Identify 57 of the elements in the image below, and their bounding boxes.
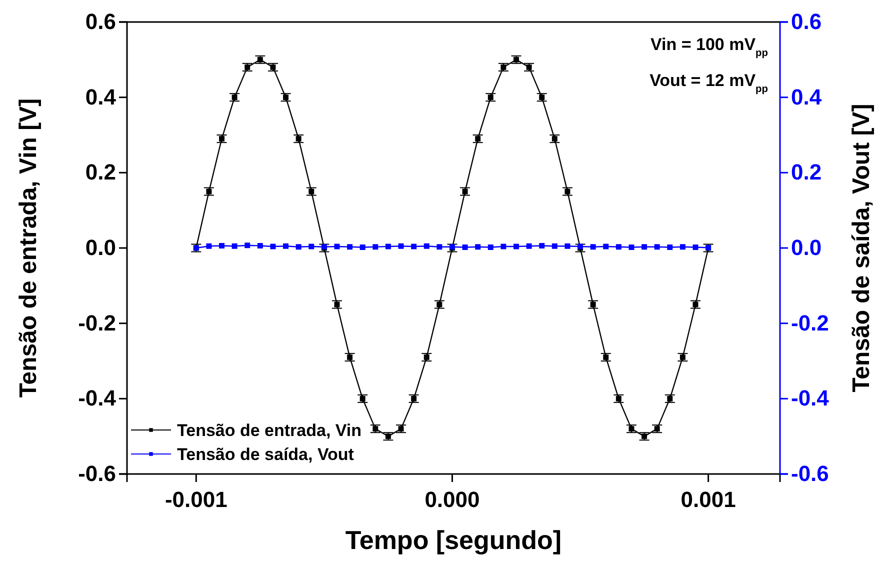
point [539,94,545,100]
point [270,64,276,70]
point [488,94,494,100]
point [232,94,238,100]
point [475,136,481,142]
point [385,434,391,440]
y-tick-label: 0.2 [85,160,116,185]
point [436,302,442,308]
point [603,354,609,360]
point [398,426,404,432]
point [244,64,250,70]
point [628,426,634,432]
point [334,302,340,308]
point [411,396,417,402]
point [424,354,430,360]
point [347,354,353,360]
y2-tick-label: 0.0 [791,235,822,260]
y2-tick-label: -0.2 [791,310,829,336]
point [283,94,289,100]
x-axis-title: Tempo [segundo] [345,525,562,555]
x-tick-label: 0.000 [424,487,480,512]
point [552,136,558,142]
point [257,56,263,62]
x-tick-label: -0.001 [164,487,228,512]
y-tick-label: 0.6 [85,9,116,34]
legend-label: Tensão de entrada, Vin [177,421,362,440]
y-axis-title: Tensão de entrada, Vin [V] [15,98,42,398]
y2-axis-title: Tensão de saída, Vout [V] [848,104,875,392]
y-tick-label: -0.4 [78,386,117,411]
y2-tick-label: 0.2 [791,160,822,185]
point [372,426,378,432]
y-tick-label: 0.4 [85,84,117,110]
y-tick-label: -0.6 [78,461,116,486]
x-tick-label: 0.001 [680,487,736,512]
point [526,64,532,70]
point [206,188,212,194]
point [667,396,673,402]
point [642,434,648,440]
legend-label: Tensão de saída, Vout [177,445,354,464]
point [564,188,570,194]
annotation: Vout = 12 mV$_{pp}$ [650,71,768,94]
point [500,64,506,70]
point [308,188,314,194]
y2-tick-label: -0.4 [791,386,830,411]
y-tick-label: 0.0 [85,235,116,260]
point [680,354,686,360]
point [360,396,366,402]
point [590,302,596,308]
point [462,188,468,194]
point [654,426,660,432]
point [296,136,302,142]
y2-tick-label: -0.6 [791,461,829,486]
annotation: Vin = 100 mV$_{pp}$ [650,35,768,58]
y-tick-label: -0.2 [78,310,116,336]
point [616,396,622,402]
y2-tick-label: 0.6 [791,9,822,34]
y2-tick-label: 0.4 [791,84,822,110]
